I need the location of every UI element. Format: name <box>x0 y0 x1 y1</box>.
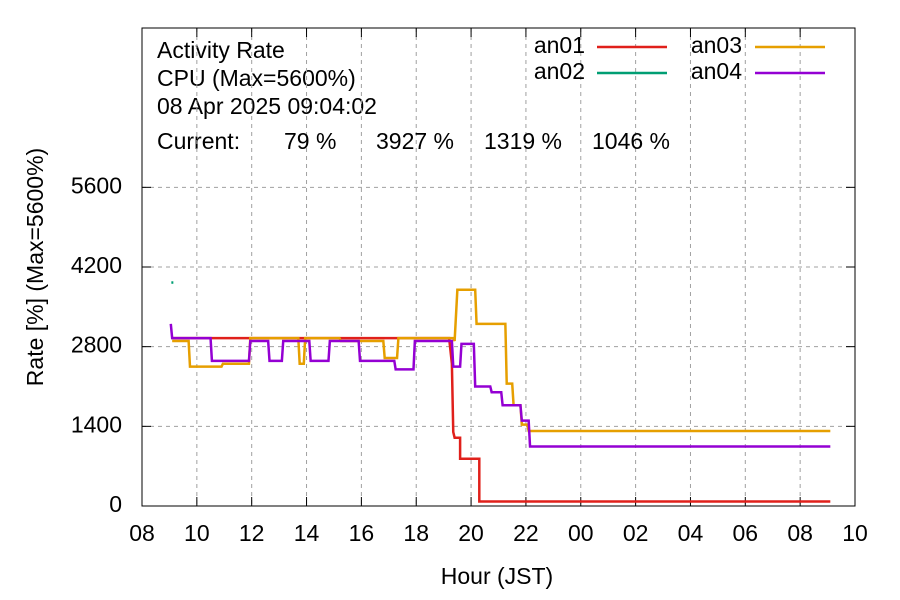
current-label: Current: <box>157 128 240 154</box>
current-value: 1046 % <box>592 128 670 154</box>
y-tick-label: 0 <box>109 491 122 517</box>
x-tick-label: 08 <box>129 520 155 546</box>
x-tick-label: 16 <box>349 520 375 546</box>
x-tick-label: 04 <box>678 520 704 546</box>
chart-title: Activity Rate <box>157 37 285 63</box>
x-tick-label: 14 <box>294 520 320 546</box>
x-tick-label: 22 <box>513 520 539 546</box>
legend-label: an02 <box>534 58 585 84</box>
x-tick-label: 02 <box>623 520 649 546</box>
legend-label: an03 <box>691 32 742 58</box>
y-tick-label: 5600 <box>71 172 122 198</box>
y-axis-label: Rate [%] (Max=5600%) <box>22 148 48 386</box>
x-tick-label: 20 <box>458 520 484 546</box>
legend-label: an04 <box>691 58 742 84</box>
x-tick-label: 12 <box>239 520 265 546</box>
current-value: 79 % <box>284 128 336 154</box>
chart-timestamp: 08 Apr 2025 09:04:02 <box>157 93 377 119</box>
legend-label: an01 <box>534 32 585 58</box>
chart-subtitle: CPU (Max=5600%) <box>157 65 356 91</box>
x-tick-label: 08 <box>787 520 813 546</box>
current-value: 1319 % <box>484 128 562 154</box>
x-tick-label: 10 <box>842 520 868 546</box>
x-tick-label: 18 <box>403 520 429 546</box>
series-line <box>169 323 831 448</box>
x-axis-label: Hour (JST) <box>441 563 553 589</box>
plot-border <box>141 27 856 507</box>
series-line <box>172 336 831 503</box>
x-tick-label: 10 <box>184 520 210 546</box>
x-tick-label: 00 <box>568 520 594 546</box>
y-tick-label: 2800 <box>71 332 122 358</box>
current-value: 3927 % <box>376 128 454 154</box>
y-tick-label: 4200 <box>71 252 122 278</box>
x-tick-label: 06 <box>733 520 759 546</box>
y-tick-label: 1400 <box>71 411 122 437</box>
